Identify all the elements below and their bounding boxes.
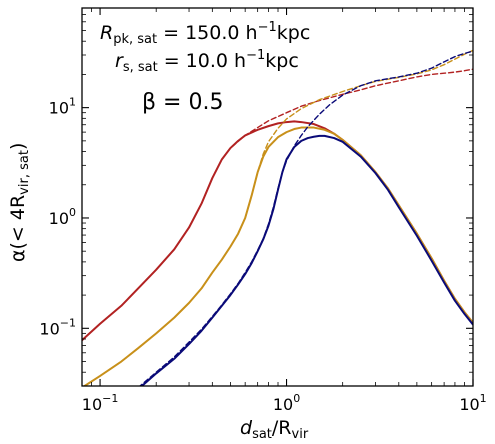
plot-frame — [81, 7, 474, 387]
series-layer — [82, 49, 473, 386]
series-line-3-dashed — [83, 49, 473, 386]
y-tick-label: 10−1 — [39, 316, 76, 338]
y-tick-label: 101 — [49, 96, 76, 118]
series-line-1-dashed — [82, 68, 473, 341]
x-tick-label: 100 — [273, 392, 300, 414]
x-tick-label: 10−1 — [82, 392, 119, 414]
y-axis-label: α(< 4Rvir, sat) — [7, 143, 32, 262]
y-tick-label: 100 — [49, 206, 76, 228]
annotation-r-s-sat: rs, sat = 10.0 h−1kpc — [115, 48, 299, 75]
x-tick-label: 101 — [459, 392, 486, 414]
annotation-beta: β = 0.5 — [142, 90, 223, 115]
x-axis-label: dsat/Rvir — [240, 417, 309, 442]
annotation-r-pk-sat: Rpk, sat = 150.0 h−1kpc — [100, 20, 310, 47]
tick-layer — [81, 7, 474, 387]
x-tick-labels: 10−1 100 101 — [82, 392, 487, 414]
plot-area — [82, 8, 473, 386]
y-tick-labels: 10−1 100 101 — [39, 96, 76, 339]
series-line-5-dashed — [138, 50, 473, 386]
